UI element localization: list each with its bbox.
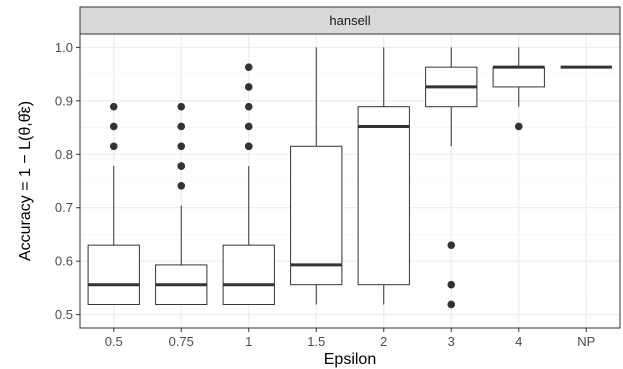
x-tick-label: 2 [380,334,387,349]
outlier-point [177,122,186,131]
y-tick-label: 0.7 [55,200,73,215]
y-tick-label: 1.0 [55,40,73,55]
x-axis: 0.5 0.75 1 1.5 2 3 4 NP [105,328,595,349]
panel-border [79,33,621,329]
y-tick-label: 0.8 [55,147,73,162]
outlier-point [177,162,186,170]
outlier-point [244,142,253,151]
box-1 [222,63,275,305]
strip-background [79,6,621,35]
y-axis-title: Accuracy = 1 − L(θ,θ̂ε) [17,101,34,261]
box-1.5 [290,47,343,305]
outlier-point [447,280,456,289]
box-iqr [492,66,545,88]
x-tick-label: 0.75 [169,334,194,349]
box-iqr [290,145,343,286]
x-tick-label: 1 [245,334,252,349]
outlier-point [447,241,456,249]
box-iqr [357,106,410,286]
box-0.5 [87,102,140,305]
y-tick-label: 0.9 [55,93,73,108]
outlier-point [244,83,253,91]
y-axis: 0.5 0.6 0.7 0.8 0.9 1.0 [55,40,80,322]
x-tick-label: 0.5 [105,334,123,349]
outlier-point [244,122,253,131]
outlier-point [109,102,118,111]
box-0.75 [155,102,208,305]
outlier-point [177,182,186,190]
x-tick-label: 4 [515,334,522,349]
x-tick-label: 3 [448,334,455,349]
x-tick-label: NP [577,334,595,349]
outlier-point [244,63,253,71]
outlier-point [109,142,118,151]
outlier-point [244,102,253,111]
outlier-point [447,300,456,309]
x-axis-title: Epsilon [324,351,376,368]
x-tick-label: 1.5 [307,334,325,349]
y-tick-label: 0.5 [55,307,73,322]
outlier-point [109,122,118,131]
outlier-point [177,102,186,111]
y-tick-label: 0.6 [55,254,73,269]
outlier-point [177,142,186,151]
strip-label: hansell [329,13,370,28]
box-iqr [87,244,140,305]
boxes-layer [87,47,612,309]
box-iqr [222,244,275,305]
box-3 [425,47,478,309]
box-4 [492,47,545,131]
outlier-point [514,122,523,131]
box-2 [357,47,410,305]
